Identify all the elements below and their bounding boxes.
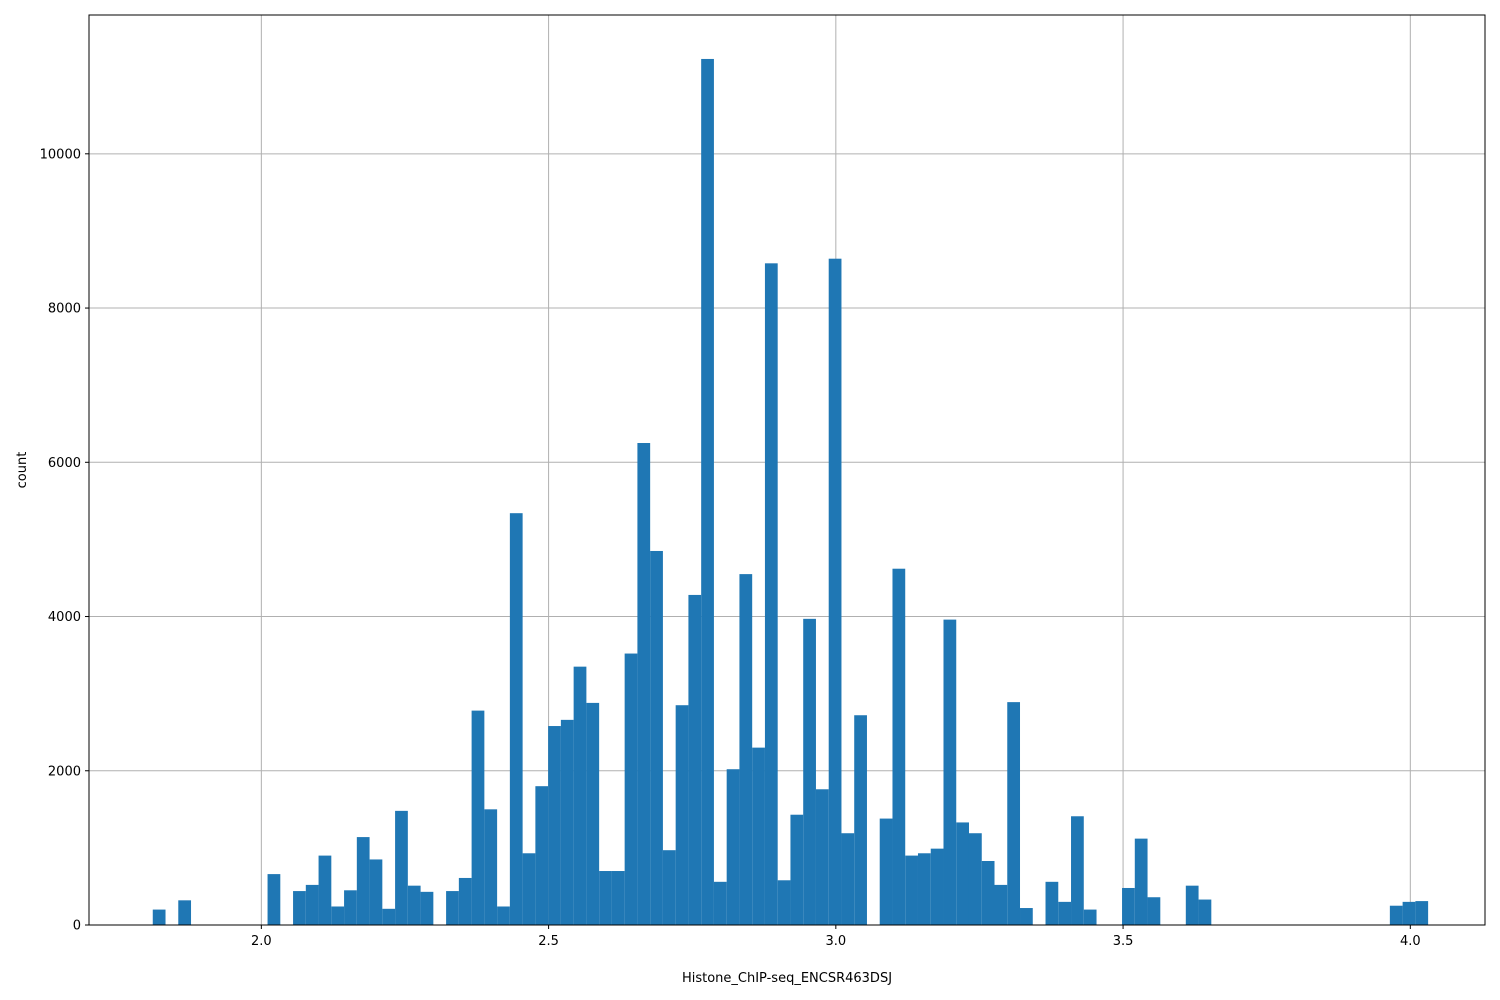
histogram-bar <box>892 568 906 925</box>
x-axis-label: Histone_ChIP-seq_ENCSR463DSJ <box>682 971 892 986</box>
histogram-bar <box>930 848 944 925</box>
histogram-bar <box>1389 905 1403 925</box>
histogram-bar <box>803 618 816 925</box>
ticks-layer: 2.0 2.5 3.0 3.5 4.0 0 2000 4000 6000 8000 10000 <box>40 147 1421 949</box>
x-tick-label: 4.0 <box>1400 934 1421 949</box>
histogram-bar <box>178 900 192 925</box>
histogram-bar <box>305 884 319 925</box>
y-tick-label: 2000 <box>48 764 81 779</box>
plot-frame <box>88 14 1486 926</box>
histogram-bar <box>841 833 855 925</box>
histogram-bar <box>497 906 510 925</box>
histogram-bar <box>905 855 918 925</box>
y-tick-label: 10000 <box>40 147 81 162</box>
histogram-bar <box>688 594 702 925</box>
histogram-bar <box>395 810 408 925</box>
histogram-bar <box>675 705 689 925</box>
histogram-bar <box>267 874 281 925</box>
histogram-bar <box>356 837 370 925</box>
histogram-bar <box>548 726 561 925</box>
histogram-bar <box>879 818 893 925</box>
y-tick-label: 8000 <box>48 302 81 317</box>
histogram-bar <box>943 619 957 925</box>
histogram-bar <box>624 653 638 925</box>
histogram-bar <box>509 513 523 925</box>
histogram-bar <box>701 58 714 925</box>
histogram-bar <box>956 822 969 925</box>
x-tick-label: 2.5 <box>538 934 559 949</box>
histogram-bar <box>1198 899 1212 925</box>
histogram-bar <box>560 719 574 925</box>
histogram-bar <box>573 666 587 925</box>
histogram-bar <box>854 715 867 925</box>
histogram-bar <box>1020 908 1033 925</box>
histogram-bar <box>535 786 549 925</box>
histogram-bar <box>1007 702 1021 925</box>
histogram-bar <box>790 814 804 925</box>
histogram-bar <box>522 853 536 925</box>
histogram-bar <box>1071 816 1084 925</box>
histogram-bar <box>458 877 472 925</box>
histogram-bar <box>1045 881 1059 925</box>
histogram-bar <box>331 906 345 925</box>
histogram-bar <box>637 443 651 925</box>
grid-layer <box>89 15 1485 926</box>
histogram-bar <box>1058 901 1072 925</box>
histogram-bar <box>739 574 753 925</box>
histogram-bar <box>484 809 498 925</box>
y-tick-label: 6000 <box>48 456 81 471</box>
histogram-bar <box>420 891 434 925</box>
histogram-bar <box>407 885 421 925</box>
histogram-bar <box>586 702 600 925</box>
histogram-bar <box>1122 887 1135 925</box>
histogram-bar <box>293 891 306 925</box>
histogram-bar <box>752 747 765 925</box>
x-tick-label: 3.5 <box>1113 934 1134 949</box>
histogram-bar <box>650 550 663 925</box>
histogram-bar <box>344 890 357 925</box>
bars-layer <box>152 58 1429 925</box>
histogram-bar <box>981 860 995 925</box>
histogram-bar <box>662 850 676 925</box>
histogram-bar <box>1415 901 1429 925</box>
histogram-bar <box>1402 901 1416 925</box>
histogram-bar <box>446 891 459 925</box>
histogram-bar <box>994 884 1008 925</box>
x-tick-label: 3.0 <box>825 934 846 949</box>
histogram-bar <box>764 263 778 925</box>
histogram-bar <box>968 833 982 925</box>
histogram-bar <box>152 909 166 925</box>
histogram-bar <box>713 881 727 925</box>
x-tick-label: 2.0 <box>251 934 272 949</box>
histogram-bar <box>471 710 485 925</box>
histogram-bar <box>777 880 791 925</box>
y-tick-label: 0 <box>73 919 81 934</box>
histogram-bar <box>318 855 332 925</box>
y-axis-label: count <box>15 452 30 489</box>
y-tick-label: 4000 <box>48 610 81 625</box>
histogram-bar <box>1185 885 1199 925</box>
histogram-bar <box>1083 909 1097 925</box>
histogram-bar <box>382 908 396 925</box>
histogram-bar <box>369 859 383 925</box>
histogram-bar <box>828 258 842 925</box>
histogram-bar <box>599 871 612 925</box>
histogram-bar <box>726 769 740 925</box>
histogram-bar <box>917 853 931 925</box>
histogram-bar <box>1134 838 1148 925</box>
histogram-bar <box>611 871 625 925</box>
histogram-bar <box>815 789 829 925</box>
histogram-bar <box>1147 897 1161 925</box>
